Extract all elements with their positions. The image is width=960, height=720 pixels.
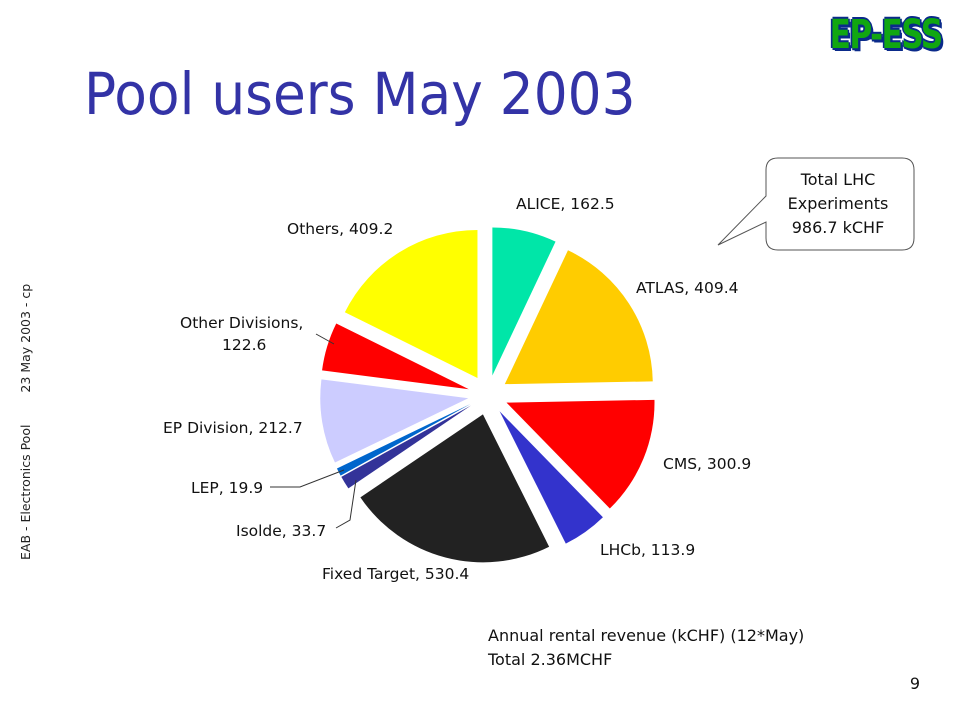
label-ep-division: EP Division, 212.7	[163, 419, 303, 437]
label-other-divisions-1: Other Divisions,	[180, 314, 303, 332]
pie-slice-isolde	[341, 405, 471, 489]
callout-line-2: Experiments	[787, 194, 889, 213]
caption-line-2: Total 2.36MCHF	[488, 650, 613, 669]
label-fixed-target: Fixed Target, 530.4	[322, 565, 469, 583]
caption-line-1: Annual rental revenue (kCHF) (12*May)	[488, 626, 805, 645]
pie-slice-atlas	[504, 250, 653, 385]
leader-lep	[270, 469, 345, 488]
pie-slice-others	[344, 230, 478, 379]
pie-slice-cms	[506, 399, 655, 509]
caption: Annual rental revenue (kCHF) (12*May) To…	[488, 624, 804, 672]
pie-slice-ep-division	[320, 379, 469, 463]
ep-ess-logo: EP-ESS	[829, 12, 944, 58]
label-others: Others, 409.2	[287, 220, 393, 238]
label-lep: LEP, 19.9	[191, 479, 263, 497]
label-other-divisions-2: 122.6	[222, 336, 266, 354]
callout-text: Total LHC Experiments 986.7 kCHF	[762, 168, 914, 240]
pie-slice-lep	[336, 404, 471, 476]
label-alice: ALICE, 162.5	[516, 195, 615, 213]
slide-title: Pool users May 2003	[84, 60, 636, 128]
callout-line-3: 986.7 kCHF	[791, 218, 885, 237]
label-isolde: Isolde, 33.7	[236, 522, 326, 540]
label-cms: CMS, 300.9	[663, 455, 751, 473]
label-atlas: ATLAS, 409.4	[636, 279, 739, 297]
pie-slice-other-divisions	[322, 323, 469, 390]
callout-bubble	[717, 157, 915, 251]
label-lhcb: LHCb, 113.9	[600, 541, 695, 559]
leader-other-divisions	[315, 333, 335, 345]
pie-slice-fixed-target	[360, 414, 550, 563]
leader-isolde	[335, 479, 357, 529]
page-number: 9	[909, 674, 920, 693]
callout-line-1: Total LHC	[800, 170, 876, 189]
pie-slice-lhcb	[499, 411, 603, 544]
pie-slice-alice	[492, 227, 556, 376]
